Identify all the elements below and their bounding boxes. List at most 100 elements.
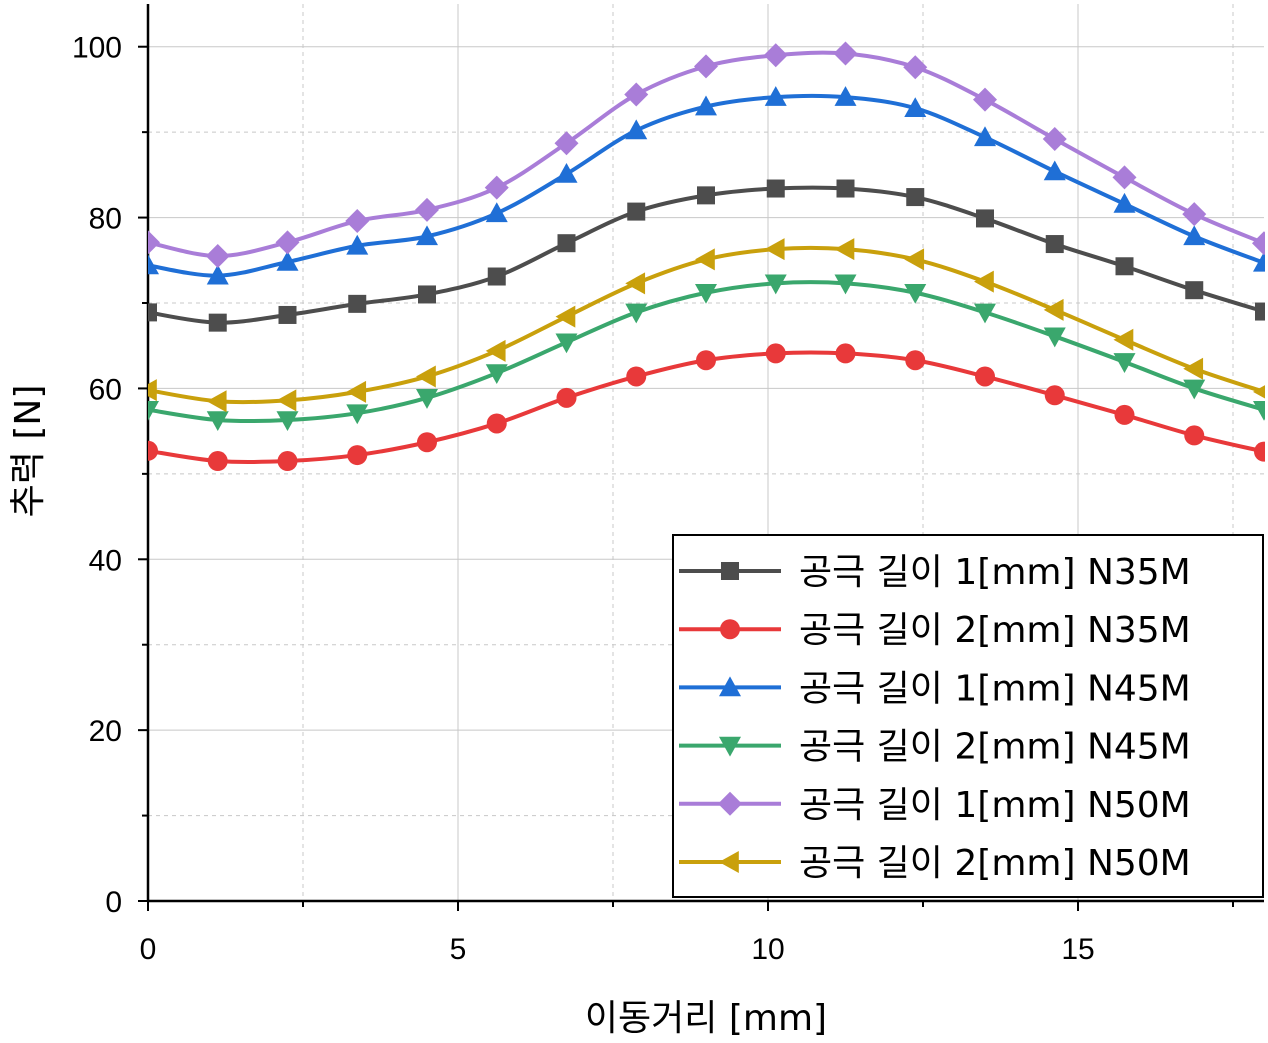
data-point: [1253, 385, 1265, 399]
series-6: [148, 238, 1265, 413]
data-point: [554, 131, 579, 156]
data-point: [555, 333, 578, 354]
data-point: [415, 197, 439, 222]
y-tick-label: 80: [89, 203, 122, 236]
data-point: [484, 175, 509, 200]
y-axis-label: 추력 [N]: [8, 385, 49, 518]
data-point: [835, 343, 856, 364]
data-point: [904, 248, 925, 271]
data-point: [1255, 302, 1265, 321]
data-point: [1185, 281, 1204, 300]
x-tick-label: 10: [751, 933, 784, 966]
data-point: [1113, 328, 1134, 351]
data-point: [1253, 251, 1265, 272]
legend-item: 공극 길이 1[mm] N35M: [679, 552, 1191, 593]
data-point: [624, 82, 649, 107]
data-point: [346, 380, 367, 403]
legend-swatch-marker: [721, 562, 739, 580]
data-point: [148, 230, 160, 255]
data-point: [206, 390, 227, 413]
data-point: [834, 238, 855, 261]
series-line: [148, 93, 1265, 278]
legend-item: 공극 길이 1[mm] N45M: [679, 668, 1191, 709]
data-point: [1252, 231, 1265, 256]
data-point: [275, 230, 300, 255]
data-point: [764, 86, 787, 106]
data-point: [207, 451, 228, 472]
data-point: [694, 54, 718, 79]
x-axis-label: 이동거리 [mm]: [585, 998, 827, 1039]
data-point: [148, 400, 159, 421]
data-point: [905, 350, 926, 371]
data-point: [418, 285, 436, 304]
data-point: [833, 41, 858, 66]
data-point: [276, 411, 299, 432]
data-point: [485, 339, 506, 362]
x-tick-label: 5: [450, 933, 467, 966]
data-point: [346, 234, 369, 255]
data-point: [1044, 385, 1065, 406]
data-point: [348, 294, 367, 313]
series-2: [148, 343, 1265, 472]
y-tick-label: 100: [72, 32, 122, 65]
data-point: [625, 303, 648, 324]
legend-swatch-marker: [718, 791, 742, 816]
data-point: [277, 451, 298, 472]
data-point: [695, 248, 715, 271]
data-point: [487, 267, 506, 286]
data-point: [148, 379, 157, 402]
axes: 0 5 10 15 0 20 40 60 80 100: [72, 4, 1264, 966]
data-point: [1043, 298, 1064, 321]
series-4: [148, 274, 1265, 432]
data-point: [206, 264, 229, 285]
data-point: [1183, 379, 1206, 400]
data-point: [1113, 353, 1136, 373]
data-point: [974, 270, 994, 293]
data-point: [486, 413, 507, 434]
data-point: [416, 365, 436, 388]
data-point: [485, 364, 508, 385]
legend-label: 공극 길이 2[mm] N50M: [799, 843, 1191, 884]
y-tick-label: 40: [89, 544, 122, 577]
data-point: [416, 389, 438, 409]
legend-label: 공극 길이 2[mm] N45M: [799, 727, 1191, 768]
data-point: [206, 411, 229, 432]
data-point: [556, 387, 577, 408]
data-point: [764, 238, 785, 261]
legend-label: 공극 길이 2[mm] N35M: [799, 610, 1191, 651]
data-point: [1184, 425, 1205, 446]
data-point: [974, 126, 996, 147]
data-point: [834, 86, 857, 106]
data-point: [976, 209, 994, 228]
data-point: [347, 445, 368, 466]
legend-item: 공극 길이 2[mm] N35M: [679, 610, 1191, 651]
data-point: [1182, 202, 1207, 227]
data-point: [148, 440, 158, 461]
legend-box: [672, 534, 1264, 898]
legend-swatch-marker: [719, 851, 739, 873]
data-point: [1114, 404, 1135, 425]
legend: 공극 길이 1[mm] N35M 공극 길이 2[mm] N35M 공극 길이 1[…: [672, 534, 1264, 898]
data-point: [205, 244, 230, 269]
data-point: [974, 303, 996, 324]
data-point: [695, 283, 717, 304]
legend-label: 공극 길이 1[mm] N35M: [799, 552, 1191, 593]
data-point: [1253, 400, 1265, 421]
data-point: [904, 283, 927, 304]
data-point: [904, 97, 927, 118]
y-tick-label: 60: [89, 373, 122, 406]
data-point: [766, 179, 785, 198]
x-tick-label: 15: [1061, 933, 1094, 966]
data-point: [696, 350, 716, 371]
series-5: [148, 41, 1265, 269]
data-point: [346, 404, 369, 425]
data-point: [764, 274, 787, 295]
data-point: [148, 254, 159, 275]
legend-swatch-marker: [719, 676, 741, 697]
series-layer: [148, 41, 1265, 472]
data-point: [416, 225, 438, 246]
legend-item: 공극 길이 2[mm] N50M: [679, 843, 1191, 884]
series-line: [148, 50, 1265, 259]
data-point: [903, 55, 928, 80]
